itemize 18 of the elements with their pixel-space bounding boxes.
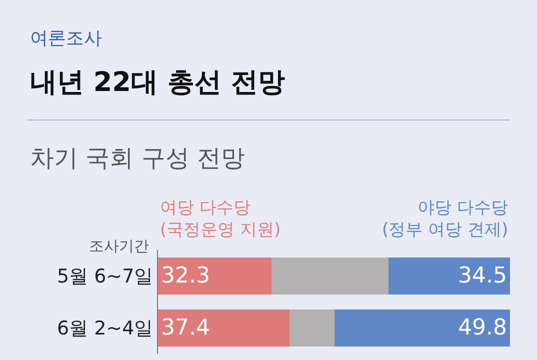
y-tick-label: 6월 2~4일 [56, 318, 154, 340]
series-label: 여당 다수당 (국정운영 지원) [160, 198, 281, 240]
bar [388, 257, 510, 295]
data-label: 37.4 [161, 316, 210, 340]
bar [334, 309, 510, 347]
chart-title: 내년 22대 총선 전망 [30, 67, 285, 98]
bar [158, 309, 290, 347]
bar [290, 309, 335, 347]
bar [158, 257, 272, 295]
bar [272, 257, 389, 295]
chart-subtitle: 차기 국회 구성 전망 [30, 144, 245, 172]
text: 여론조사 [30, 28, 102, 49]
series-label: 야당 다수당 (정부 여당 견제) [382, 198, 508, 240]
text: 조사기간 [89, 237, 149, 255]
data-label: 32.3 [161, 264, 210, 288]
data-label: 49.8 [458, 316, 507, 340]
y-tick-label: 5월 6~7일 [56, 266, 154, 288]
data-label: 34.5 [458, 264, 507, 288]
